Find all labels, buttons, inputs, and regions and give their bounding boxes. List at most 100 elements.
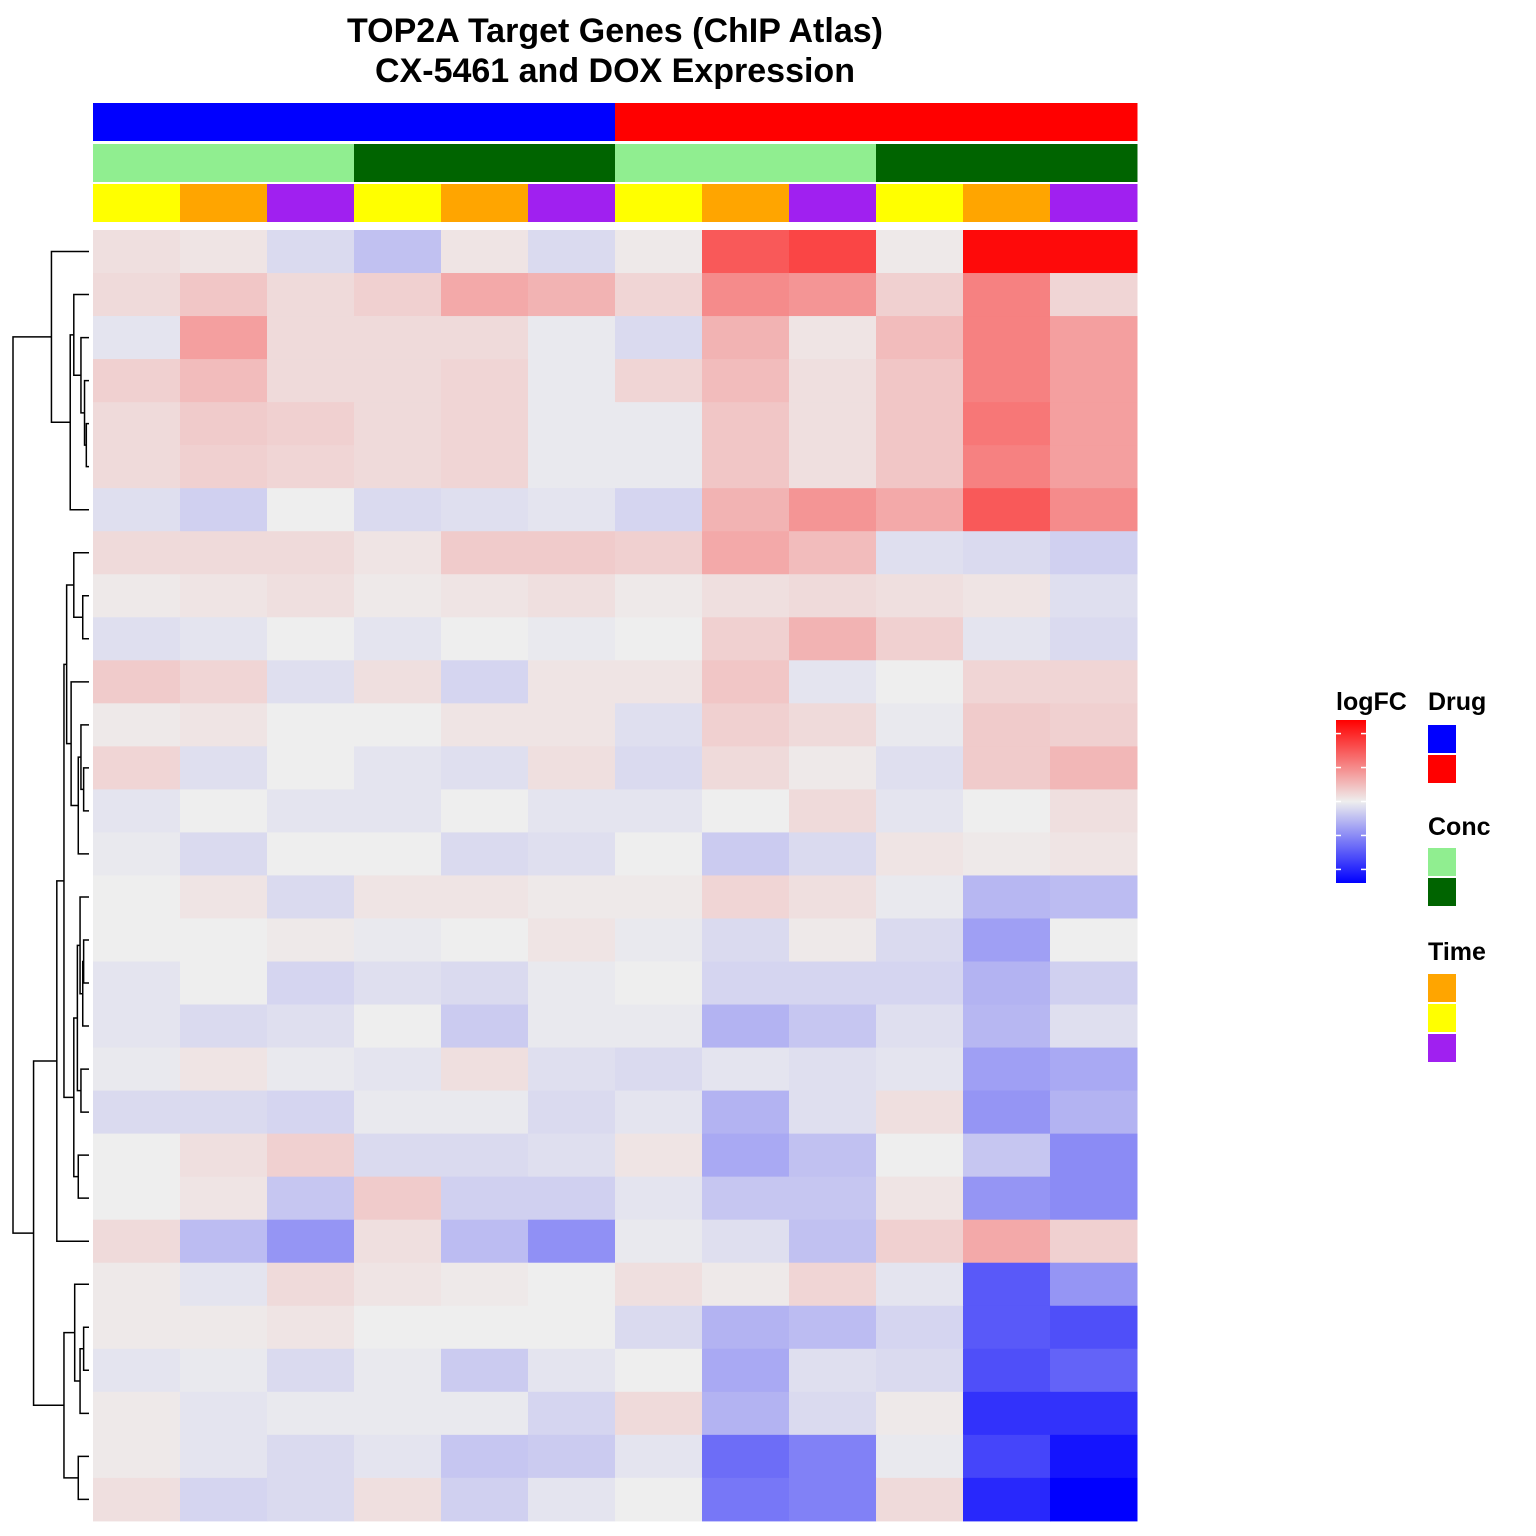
heatmap-cell [789,402,877,446]
heatmap-cell [267,961,355,1006]
heatmap-cell [441,875,529,919]
heatmap-cell [354,746,442,790]
heatmap-cell [615,531,703,575]
heatmap-cell [1050,1133,1138,1178]
heatmap-cell [702,1348,790,1393]
heatmap-cell [963,660,1051,704]
heatmap-cell [441,1047,529,1092]
heatmap-cell [963,574,1051,618]
heatmap-cell [528,230,616,274]
heatmap-cell [267,1434,355,1479]
heatmap-cell [963,617,1051,661]
conc-track-cell [528,144,616,182]
heatmap-cell [93,574,181,618]
heatmap-cell [1050,1477,1138,1522]
heatmap-cell [93,832,181,876]
heatmap-cell [789,273,877,317]
heatmap-cell [180,1262,268,1307]
heatmap-cell [180,1391,268,1436]
heatmap-cell [615,703,703,747]
time-track-cell [876,184,964,222]
heatmap-cell [615,1391,703,1436]
heatmap-cell [180,1348,268,1393]
legends: logFC Drug Conc Time [1336,688,1491,1062]
heatmap-cell [354,1176,442,1221]
heatmap-cell [615,402,703,446]
heatmap-cell [93,746,181,790]
heatmap-cell [528,1348,616,1393]
conc-legend-swatch [1428,878,1456,906]
heatmap-cell [876,789,964,833]
heatmap-cell [354,832,442,876]
heatmap-cell [180,1004,268,1049]
heatmap-cell [180,488,268,532]
heatmap-cell [963,875,1051,919]
time-legend [1428,974,1456,1062]
conc-track-cell [441,144,529,182]
heatmap-cell [528,746,616,790]
heatmap-cell [789,1133,877,1178]
heatmap-cell [876,703,964,747]
heatmap-cell [441,230,529,274]
heatmap-cell [963,1090,1051,1135]
dendrogram-branch [50,250,89,424]
heatmap-cell [963,1348,1051,1393]
heatmap-cell [615,1004,703,1049]
heatmap-cell [789,445,877,489]
heatmap-cell [441,660,529,704]
heatmap-cell [354,1434,442,1479]
heatmap-cell [876,1004,964,1049]
heatmap-cell [180,1176,268,1221]
heatmap-cell [354,359,442,403]
heatmap-cell [963,746,1051,790]
heatmap-cell [267,1004,355,1049]
heatmap-cell [702,445,790,489]
heatmap-cell [876,316,964,360]
heatmap-cell [528,359,616,403]
heatmap-cell [180,703,268,747]
heatmap-cell [441,445,529,489]
heatmap-cell [93,1305,181,1350]
time-track-cell [615,184,703,222]
heatmap-cell [93,1004,181,1049]
time-legend-swatch [1428,1004,1456,1032]
heatmap-cell [963,1219,1051,1264]
heatmap-cell [876,918,964,963]
heatmap-cell [615,1477,703,1522]
heatmap-cell [354,1477,442,1522]
heatmap-cell [615,789,703,833]
heatmap-cell [354,1262,442,1307]
logfc-legend-title: logFC [1336,688,1407,716]
heatmap-cell [963,789,1051,833]
heatmap-cell [1050,531,1138,575]
time-track-cell [963,184,1051,222]
drug-track-cell [528,103,616,141]
drug-track-cell [615,103,703,141]
heatmap-cell [702,1391,790,1436]
heatmap-cell [267,1219,355,1264]
conc-track-cell [1050,144,1138,182]
heatmap-cell [93,660,181,704]
heatmap-cell [963,445,1051,489]
heatmap-cell [789,660,877,704]
heatmap-cell [441,316,529,360]
dendrogram-branch [77,1154,89,1199]
heatmap-cell [963,1262,1051,1307]
heatmap-cell [702,402,790,446]
heatmap-cell [1050,703,1138,747]
heatmap-cell [702,1047,790,1092]
heatmap-cell [702,1305,790,1350]
heatmap-cell [789,1348,877,1393]
heatmap-cell [267,1305,355,1350]
heatmap-cell [702,1219,790,1264]
heatmap-cell [702,1434,790,1479]
heatmap-cell [615,660,703,704]
heatmap-cell [876,1133,964,1178]
drug-track-cell [441,103,529,141]
heatmap-cell [615,617,703,661]
chart-title-line-2: CX-5461 and DOX Expression [375,52,855,90]
heatmap-cell [528,789,616,833]
heatmap-cell [93,1090,181,1135]
heatmap-cell [267,445,355,489]
heatmap-cell [615,1133,703,1178]
